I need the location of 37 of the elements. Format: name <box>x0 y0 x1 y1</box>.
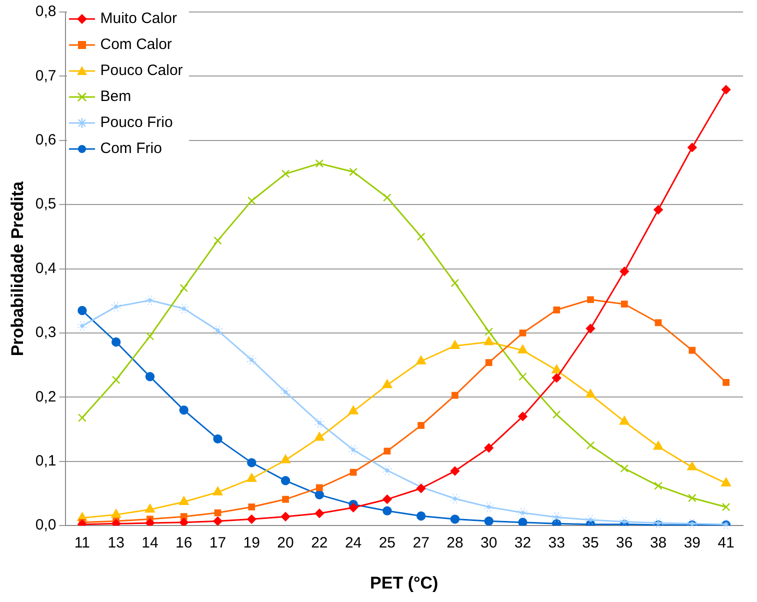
x-tick-label: 36 <box>616 534 633 552</box>
x-tick-label: 24 <box>344 534 362 552</box>
x-tick-label: 25 <box>378 534 396 552</box>
y-tick-label: 0,7 <box>35 67 56 84</box>
y-tick-label: 0,0 <box>35 516 56 534</box>
y-tick-label: 0,4 <box>35 260 56 277</box>
legend-label: Bem <box>100 87 132 107</box>
x-tick-label: 35 <box>582 534 599 552</box>
y-tick-label: 0,2 <box>35 388 56 406</box>
x-tick-label: 11 <box>74 534 90 552</box>
y-tick-label: 0,8 <box>35 3 56 20</box>
legend-label: Pouco Frio <box>100 113 173 133</box>
y-tick-label: 0,3 <box>35 324 56 342</box>
x-tick-label: 28 <box>446 534 464 552</box>
y-axis-title: Probabilidade Predita <box>8 180 27 356</box>
x-tick-label: 38 <box>650 534 667 552</box>
y-tick-label: 0,5 <box>35 196 56 213</box>
x-tick-label: 33 <box>548 534 565 552</box>
y-tick-label: 0,6 <box>35 132 56 149</box>
x-tick-label: 14 <box>142 534 158 552</box>
legend-label: Com Frio <box>100 139 162 159</box>
x-tick-label: 41 <box>718 534 734 552</box>
y-tick-label: 0,1 <box>35 452 56 470</box>
legend-label: Pouco Calor <box>100 61 183 81</box>
x-tick-label: 16 <box>176 534 192 552</box>
x-tick-label: 20 <box>277 534 294 552</box>
x-tick-label: 19 <box>243 534 260 552</box>
legend-label: Com Calor <box>100 35 172 55</box>
legend-label: Muito Calor <box>100 9 177 29</box>
x-tick-label: 39 <box>684 534 701 552</box>
x-tick-label: 27 <box>412 534 430 552</box>
x-tick-label: 17 <box>209 534 226 552</box>
x-axis-title: PET (°C) <box>370 573 438 592</box>
x-tick-label: 32 <box>514 534 532 552</box>
x-tick-label: 30 <box>480 534 498 552</box>
x-tick-label: 22 <box>311 534 328 552</box>
x-tick-label: 13 <box>108 534 124 552</box>
